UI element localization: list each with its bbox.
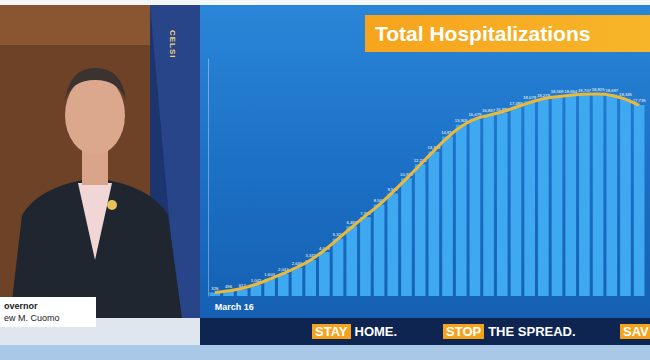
html-text:Total Hospitalizations: Total Hospitalizations — [375, 22, 591, 45]
svg-text:2,635: 2,635 — [291, 261, 303, 267]
svg-text:15,905: 15,905 — [454, 118, 468, 124]
svg-text:12,226: 12,226 — [413, 157, 427, 163]
html-text:overnor: overnor — [4, 301, 38, 311]
svg-text:18,697: 18,697 — [605, 88, 618, 93]
svg-text:16,980: 16,980 — [495, 106, 509, 112]
svg-text:2,043: 2,043 — [278, 267, 289, 273]
html-text:THE SPREAD.: THE SPREAD. — [488, 324, 576, 339]
svg-text:617: 617 — [238, 282, 246, 288]
svg-text:18,279: 18,279 — [536, 92, 550, 98]
svg-text:16,837: 16,837 — [482, 108, 495, 113]
svg-text:18,335: 18,335 — [619, 92, 632, 97]
svg-text:1,042: 1,042 — [250, 278, 262, 284]
svg-text:18,825: 18,825 — [592, 87, 605, 92]
html-text:STOP: STOP — [446, 324, 482, 339]
html-text:ew M. Cuomo: ew M. Cuomo — [4, 313, 60, 323]
svg-text:14,810: 14,810 — [441, 130, 454, 135]
svg-text:5,327: 5,327 — [332, 232, 344, 238]
svg-text:18,707: 18,707 — [578, 88, 591, 93]
svg-text:9,517: 9,517 — [387, 187, 398, 192]
svg-text:March 16: March 16 — [215, 302, 254, 312]
svg-text:16,479: 16,479 — [468, 112, 482, 117]
svg-text:18,569: 18,569 — [551, 89, 564, 94]
svg-text:3,343: 3,343 — [305, 253, 316, 259]
svg-text:8,503: 8,503 — [373, 197, 385, 203]
svg-text:18,654: 18,654 — [564, 89, 577, 94]
html-text:CELSI: CELSI — [168, 30, 177, 59]
svg-text:13,383: 13,383 — [427, 145, 441, 151]
svg-text:17,493: 17,493 — [509, 101, 523, 107]
svg-text:4,079: 4,079 — [319, 245, 330, 251]
html-text:HOME.: HOME. — [354, 324, 398, 339]
html-text:STAY: STAY — [315, 324, 348, 339]
svg-text:1,603: 1,603 — [264, 272, 275, 278]
svg-text:10,929: 10,929 — [400, 171, 413, 177]
svg-text:7,328: 7,328 — [360, 210, 371, 216]
html-text:SAV: SAV — [623, 324, 649, 339]
svg-text:6,481: 6,481 — [346, 219, 357, 225]
svg-text:18,079: 18,079 — [523, 95, 536, 100]
svg-text:326: 326 — [211, 286, 219, 291]
svg-text:17,735: 17,735 — [632, 98, 646, 104]
svg-text:496: 496 — [225, 284, 233, 289]
